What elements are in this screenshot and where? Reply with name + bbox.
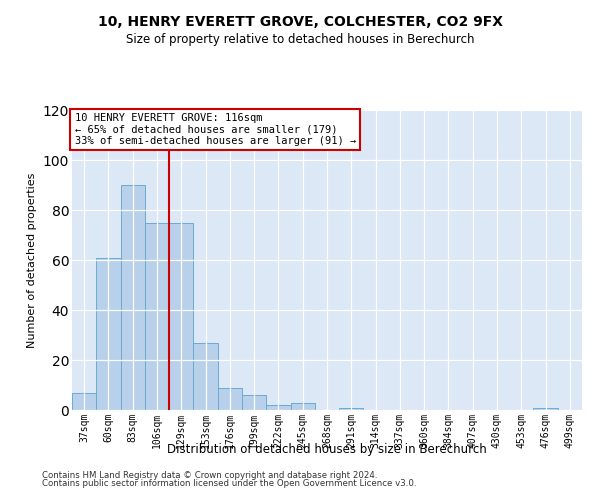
Bar: [145, 222, 169, 410]
Bar: [169, 222, 193, 410]
Bar: [290, 402, 315, 410]
Bar: [533, 408, 558, 410]
Text: Contains public sector information licensed under the Open Government Licence v3: Contains public sector information licen…: [42, 479, 416, 488]
Bar: [339, 408, 364, 410]
Text: 10 HENRY EVERETT GROVE: 116sqm
← 65% of detached houses are smaller (179)
33% of: 10 HENRY EVERETT GROVE: 116sqm ← 65% of …: [74, 113, 356, 146]
Bar: [218, 388, 242, 410]
Text: Contains HM Land Registry data © Crown copyright and database right 2024.: Contains HM Land Registry data © Crown c…: [42, 470, 377, 480]
Bar: [121, 185, 145, 410]
Bar: [72, 392, 96, 410]
Text: Size of property relative to detached houses in Berechurch: Size of property relative to detached ho…: [126, 32, 474, 46]
Bar: [96, 258, 121, 410]
Text: 10, HENRY EVERETT GROVE, COLCHESTER, CO2 9FX: 10, HENRY EVERETT GROVE, COLCHESTER, CO2…: [97, 15, 503, 29]
Bar: [193, 342, 218, 410]
Y-axis label: Number of detached properties: Number of detached properties: [27, 172, 37, 348]
Bar: [242, 395, 266, 410]
Bar: [266, 405, 290, 410]
Text: Distribution of detached houses by size in Berechurch: Distribution of detached houses by size …: [167, 442, 487, 456]
